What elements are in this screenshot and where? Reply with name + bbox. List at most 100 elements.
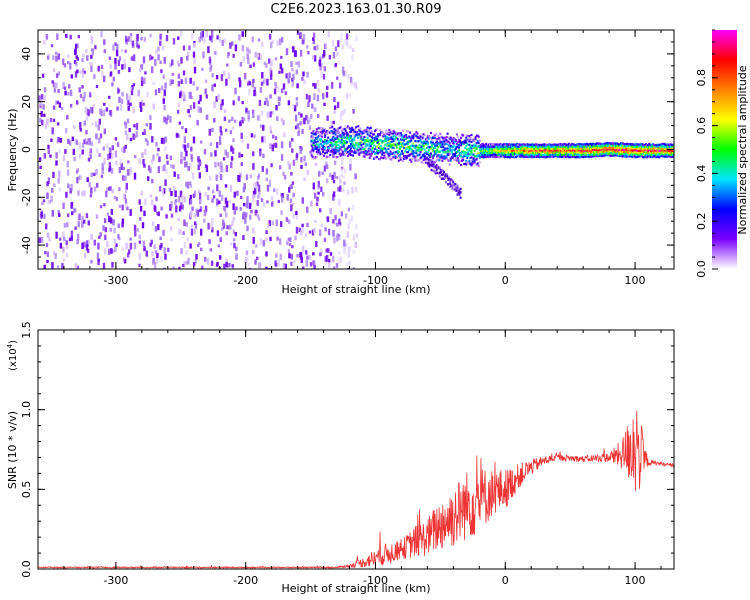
spectrogram-signal-cell [461,151,464,154]
spectrogram-signal-cell [458,149,460,152]
spectrogram-noise-cell [43,113,46,117]
spectrogram-noise-cell [298,227,302,232]
spectrogram-signal-cell [626,149,629,152]
spectrogram-noise-cell [135,131,138,138]
spectrogram-signal-cell [337,143,340,147]
spectrogram-noise-cell [291,148,294,153]
spectrogram-y-tick-label: -20 [20,188,33,206]
spectrogram-signal-cell [596,153,599,156]
spectrogram-signal-cell [334,133,337,136]
spectrogram-noise-cell [39,208,42,212]
spectrogram-noise-cell [211,84,214,92]
spectrogram-signal-cell [358,133,361,136]
spectrogram-noise-cell [254,182,258,188]
spectrogram-noise-cell [157,211,160,217]
spectrogram-noise-cell [288,72,291,79]
spectrogram-signal-cell [432,141,435,144]
spectrogram-noise-cell [238,152,241,158]
spectrogram-noise-cell [144,148,147,155]
spectrogram-signal-cell [421,136,424,139]
spectrogram-noise-cell [157,54,160,61]
spectrogram-noise-cell [163,247,166,255]
spectrogram-signal-cell [479,154,482,157]
spectrogram-noise-cell [138,240,142,244]
spectrogram-signal-cell [585,155,588,158]
spectrogram-noise-cell [76,43,79,48]
spectrogram-signal-cell [488,147,491,150]
spectrogram-noise-cell [151,136,154,143]
spectrogram-noise-cell [326,216,330,223]
spectrogram-signal-cell [545,147,548,150]
spectrogram-noise-cell [265,266,268,269]
spectrogram-signal-cell [523,155,526,158]
spectrogram-signal-cell [409,145,412,148]
spectrogram-noise-cell [94,121,98,128]
spectrogram-signal-cell [327,136,330,139]
spectrogram-signal-cell [401,142,404,145]
spectrogram-noise-cell [258,190,261,195]
spectrogram-noise-cell [279,238,282,245]
spectrogram-noise-cell [211,189,215,194]
spectrogram-noise-cell [313,55,317,62]
spectrogram-signal-cell [441,143,444,146]
spectrogram-signal-cell [425,156,428,159]
spectrogram-noise-cell [226,225,229,230]
spectrogram-signal-cell [509,147,512,150]
spectrogram-noise-cell [70,184,73,191]
snr-y-label: SNR (10 * v/v) [6,411,19,489]
spectrogram-noise-cell [219,213,222,217]
spectrogram-signal-cell [542,146,545,149]
spectrogram-signal-cell [335,148,338,151]
spectrogram-noise-cell [296,123,299,129]
spectrogram-noise-cell [280,210,283,216]
spectrogram-signal-cell [617,154,620,157]
spectrogram-signal-cell [367,147,370,150]
spectrogram-signal-cell [461,142,464,145]
spectrogram-signal-cell [563,143,566,146]
spectrogram-noise-cell [81,149,84,155]
spectrogram-noise-cell [89,106,93,114]
spectrogram-noise-cell [185,221,188,227]
spectrogram-noise-cell [186,143,190,149]
spectrogram-noise-cell [318,170,321,177]
spectrogram-signal-cell [328,155,331,158]
spectrogram-signal-cell [443,148,446,151]
spectrogram-signal-cell [555,144,558,147]
spectrogram-signal-cell [642,143,645,147]
spectrogram-noise-cell [118,56,122,61]
spectrogram-signal-cell [580,150,583,153]
spectrogram-signal-cell [604,144,607,147]
spectrogram-noise-cell [152,81,155,85]
spectrogram-signal-cell [362,131,365,134]
spectrogram-signal-cell [501,144,504,147]
spectrogram-noise-cell [97,124,100,131]
snr-series-line [38,410,674,569]
spectrogram-signal-cell [445,155,448,158]
spectrogram-signal-cell [479,147,482,150]
spectrogram-signal-cell [350,135,352,138]
spectrogram-noise-cell [163,164,166,171]
spectrogram-signal-cell [376,128,378,131]
spectrogram-signal-cell [520,151,523,154]
spectrogram-signal-cell [342,144,345,147]
spectrogram-noise-cell [319,252,322,256]
spectrogram-noise-cell [152,221,155,227]
spectrogram-noise-cell [189,181,192,185]
spectrogram-signal-cell [582,145,585,148]
spectrogram-signal-cell [631,152,634,156]
spectrogram-noise-cell [288,163,291,170]
spectrogram-signal-cell [359,147,362,150]
spectrogram-signal-cell [422,140,425,143]
spectrogram-signal-cell [369,155,372,158]
spectrogram-signal-cell [360,149,363,152]
spectrogram-noise-cell [270,70,273,77]
spectrogram-noise-cell [268,33,272,40]
spectrogram-noise-cell [292,193,296,197]
spectrogram-signal-cell [445,135,448,139]
spectrogram-noise-cell [71,268,74,269]
spectrogram-noise-cell [52,68,56,73]
spectrogram-noise-cell [186,181,190,189]
spectrogram-signal-cell [365,128,368,131]
spectrogram-signal-cell [413,133,416,136]
spectrogram-signal-cell [569,153,572,156]
